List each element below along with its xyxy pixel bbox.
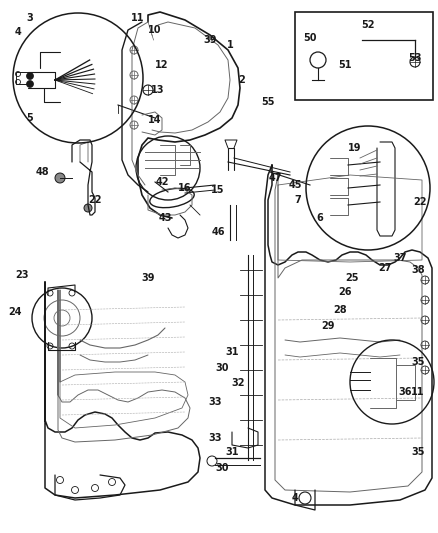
- Text: 39: 39: [203, 35, 217, 45]
- Text: 2: 2: [239, 75, 245, 85]
- Text: 24: 24: [8, 307, 22, 317]
- Text: 47: 47: [268, 173, 282, 183]
- Text: 50: 50: [303, 33, 317, 43]
- Text: 42: 42: [155, 177, 169, 187]
- Text: 55: 55: [261, 97, 275, 107]
- Circle shape: [27, 80, 33, 87]
- Text: 28: 28: [333, 305, 347, 315]
- Text: 12: 12: [155, 60, 169, 70]
- Text: 35: 35: [411, 447, 425, 457]
- Text: 51: 51: [338, 60, 352, 70]
- Text: 38: 38: [411, 265, 425, 275]
- Text: 11: 11: [411, 387, 425, 397]
- Text: 33: 33: [208, 433, 222, 443]
- Text: 45: 45: [288, 180, 302, 190]
- Text: 32: 32: [231, 378, 245, 388]
- Text: 22: 22: [413, 197, 427, 207]
- Text: 52: 52: [361, 20, 375, 30]
- Text: 39: 39: [141, 273, 155, 283]
- Bar: [295, 12, 433, 100]
- Text: 13: 13: [151, 85, 165, 95]
- Text: 35: 35: [411, 357, 425, 367]
- Text: 46: 46: [211, 227, 225, 237]
- Text: 14: 14: [148, 115, 162, 125]
- Text: 26: 26: [338, 287, 352, 297]
- Text: 27: 27: [378, 263, 392, 273]
- Text: 6: 6: [317, 213, 323, 223]
- Text: 25: 25: [345, 273, 359, 283]
- Text: 4: 4: [14, 27, 21, 37]
- Text: 43: 43: [158, 213, 172, 223]
- Text: 31: 31: [225, 447, 239, 457]
- Text: 19: 19: [348, 143, 362, 153]
- Text: 31: 31: [225, 347, 239, 357]
- Text: 30: 30: [215, 463, 229, 473]
- Circle shape: [27, 72, 33, 79]
- Text: 10: 10: [148, 25, 162, 35]
- Text: 53: 53: [408, 53, 422, 63]
- Text: 37: 37: [393, 253, 407, 263]
- Text: 15: 15: [211, 185, 225, 195]
- Text: 29: 29: [321, 321, 335, 331]
- Text: 33: 33: [208, 397, 222, 407]
- Circle shape: [55, 173, 65, 183]
- Text: 22: 22: [88, 195, 102, 205]
- Text: 23: 23: [15, 270, 29, 280]
- Text: 5: 5: [27, 113, 33, 123]
- Text: 36: 36: [398, 387, 412, 397]
- Text: 11: 11: [131, 13, 145, 23]
- Text: 16: 16: [178, 183, 192, 193]
- Text: 7: 7: [295, 195, 301, 205]
- Text: 3: 3: [27, 13, 33, 23]
- Text: 1: 1: [226, 40, 233, 50]
- Circle shape: [84, 204, 92, 212]
- Text: 4: 4: [292, 493, 298, 503]
- Text: 48: 48: [35, 167, 49, 177]
- Text: 30: 30: [215, 363, 229, 373]
